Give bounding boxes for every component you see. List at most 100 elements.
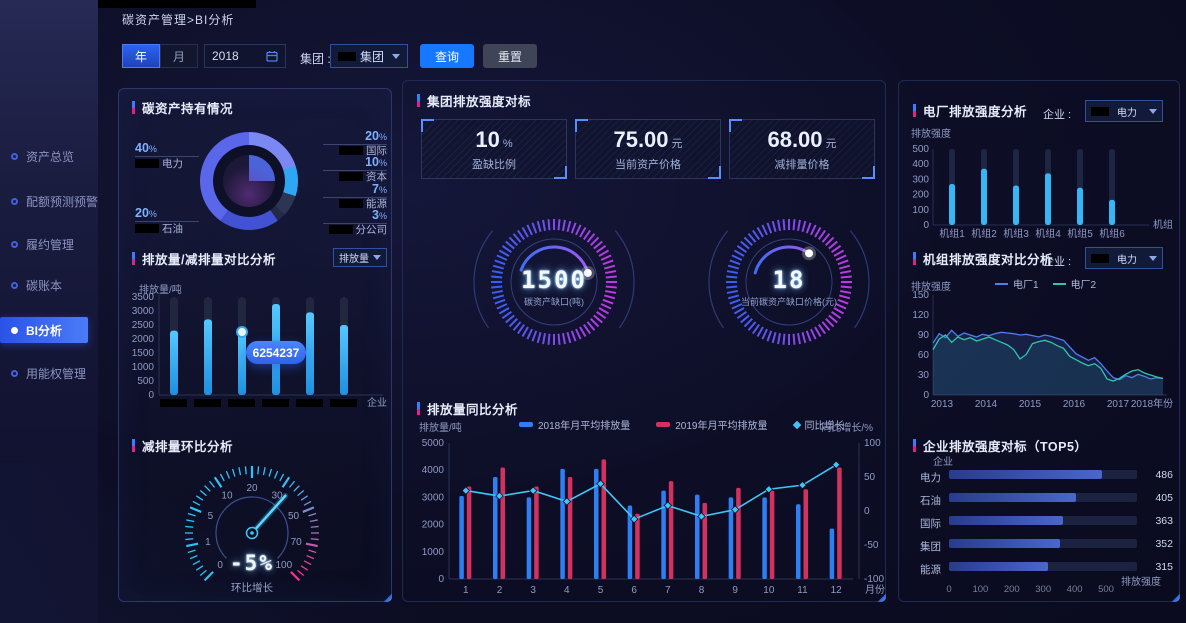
legend-item-3[interactable]: 同比增长 [792, 417, 845, 432]
stat-card-2: 75.00 元当前资产价格 [575, 119, 721, 179]
pie-label-text: 资本 [366, 171, 387, 183]
top5-x-tick: 200 [1003, 584, 1020, 595]
svg-text:0: 0 [438, 574, 444, 585]
svg-text:4: 4 [564, 585, 570, 596]
reset-button[interactable]: 重置 [483, 44, 537, 68]
title-marker-icon [913, 104, 916, 117]
sidebar-item-1[interactable]: 资产总览 [0, 143, 98, 169]
deficit-gauge-chart [708, 219, 870, 345]
calendar-icon [266, 51, 278, 62]
svg-text:100: 100 [864, 438, 881, 449]
svg-text:7: 7 [665, 585, 671, 596]
pie-label-text: 石油 [162, 223, 183, 235]
pie-label-name: 国际 [339, 143, 387, 158]
top5-x-tick: 100 [972, 584, 989, 595]
svg-text:2: 2 [497, 585, 503, 596]
sidebar-item-label: 用能权管理 [26, 366, 87, 381]
unit-y-axis-label: 排放强度 [911, 282, 951, 293]
query-button[interactable]: 查询 [420, 44, 474, 68]
svg-text:120: 120 [912, 310, 929, 321]
svg-text:2014: 2014 [975, 399, 998, 410]
carbon-holdings-panel: 碳资产持有情况 40% 电力 20% 石油 20% 国际 10% 资本 7% 能源 3% 分公司 排放… [118, 88, 392, 602]
pie-label-line [323, 197, 387, 198]
enterprise-dropdown-2[interactable]: 电力 [1085, 247, 1163, 269]
enterprise-label: 企业 : [1043, 256, 1072, 268]
legend-glyph-icon [995, 282, 1008, 285]
sidebar-item-label: 碳账本 [26, 278, 63, 293]
svg-text:3: 3 [530, 585, 536, 596]
top5-row-label: 电力 [920, 472, 941, 484]
compare-section-title: 排放量/减排量对比分析 [132, 249, 276, 268]
pie-label-line [323, 223, 387, 224]
svg-text:30: 30 [918, 370, 930, 381]
sidebar-item-2[interactable]: 配额预测预警 [0, 188, 98, 214]
pie-label-line [323, 144, 387, 145]
holdings-section-title: 碳资产持有情况 [132, 98, 233, 117]
sidebar-item-5[interactable]: BI分析 [0, 317, 88, 343]
year-toggle-button[interactable]: 年 [122, 44, 160, 68]
title-marker-icon [417, 94, 420, 107]
date-input[interactable]: 2018 [204, 44, 286, 68]
deficit-gauge-value: 1500 [521, 266, 587, 294]
emission-type-dropdown[interactable]: 排放量 [333, 248, 387, 267]
pie-label-value: 20% [365, 129, 387, 143]
svg-text:10: 10 [763, 585, 775, 596]
chevron-down-icon [373, 255, 381, 260]
svg-text:排放量/吨: 排放量/吨 [139, 283, 182, 296]
group-dropdown[interactable]: 集团 [330, 44, 408, 68]
sidebar-item-4[interactable]: 碳账本 [0, 272, 98, 298]
top5-row-bar [949, 539, 1060, 548]
legend-item-2[interactable]: 2019年月平均排放量 [656, 417, 768, 432]
top5-bar-chart: 电力 486 石油 405 国际 363 集团 352 能源 315 0 100 200 300 400 50… [899, 81, 1181, 603]
svg-text:6: 6 [631, 585, 637, 596]
top-redaction-bar [0, 0, 256, 8]
pie-label-value: 40% [135, 141, 157, 155]
top5-x-tick: 0 [946, 584, 952, 595]
svg-text:100: 100 [275, 560, 292, 571]
svg-text:0: 0 [217, 560, 223, 571]
top5-row-bar [949, 493, 1076, 502]
legend-item-1[interactable]: 电厂1 [995, 276, 1039, 291]
plant-section-title: 电厂排放强度分析 [913, 101, 1027, 120]
svg-text:1: 1 [463, 585, 469, 596]
bar-tooltip: 6254237 [246, 341, 306, 364]
svg-text:4000: 4000 [422, 465, 445, 476]
svg-text:2000: 2000 [422, 520, 445, 531]
legend-item-1[interactable]: 2018年月平均排放量 [519, 417, 630, 432]
enterprise-dropdown-1[interactable]: 电力 [1085, 100, 1163, 122]
pie-label-line [323, 170, 387, 171]
svg-text:0: 0 [923, 390, 929, 401]
legend-label: 同比增长 [804, 421, 845, 432]
top5-row-bar [949, 470, 1102, 479]
panel-corner-decoration [874, 590, 886, 602]
pie-label-line [135, 156, 199, 157]
legend-label: 电厂2 [1070, 280, 1097, 291]
top5-row-track [949, 516, 1137, 525]
top5-row-label: 石油 [920, 495, 941, 507]
title-marker-icon [132, 439, 135, 452]
svg-text:70: 70 [291, 537, 303, 548]
enterprise-label: 企业 : [1043, 109, 1072, 121]
holdings-donut-chart: 40% 电力 20% 石油 20% 国际 10% 资本 7% 能源 3% 分公司 [119, 115, 393, 245]
legend-item-2[interactable]: 电厂2 [1052, 276, 1097, 291]
unit-section-title: 机组排放强度对比分析 [913, 249, 1053, 268]
top5-row-bar [949, 516, 1063, 525]
svg-text:3500: 3500 [132, 292, 155, 303]
svg-text:3000: 3000 [422, 492, 445, 503]
top5-row-value: 405 [1155, 492, 1173, 504]
deficit-gauge-value: 18 [772, 266, 806, 294]
donut-inner-pie [223, 155, 275, 207]
svg-text:500: 500 [912, 144, 929, 155]
sidebar-item-6[interactable]: 用能权管理 [0, 360, 98, 386]
plant-analysis-panel: 电厂排放强度分析 企业 : 电力 排放强度 0 100 200 300 400 500 机组1… [898, 80, 1180, 602]
svg-text:机组2: 机组2 [971, 227, 997, 240]
sidebar-item-3[interactable]: 履约管理 [0, 231, 98, 257]
svg-text:5000: 5000 [422, 438, 445, 449]
top5-row-label: 能源 [920, 564, 941, 576]
pie-label-value: 3% [372, 208, 387, 222]
mom-gauge-value: -5% [230, 551, 274, 575]
month-toggle-button[interactable]: 月 [160, 44, 198, 68]
pie-label-text: 能源 [366, 198, 387, 210]
svg-text:1000: 1000 [422, 547, 445, 558]
